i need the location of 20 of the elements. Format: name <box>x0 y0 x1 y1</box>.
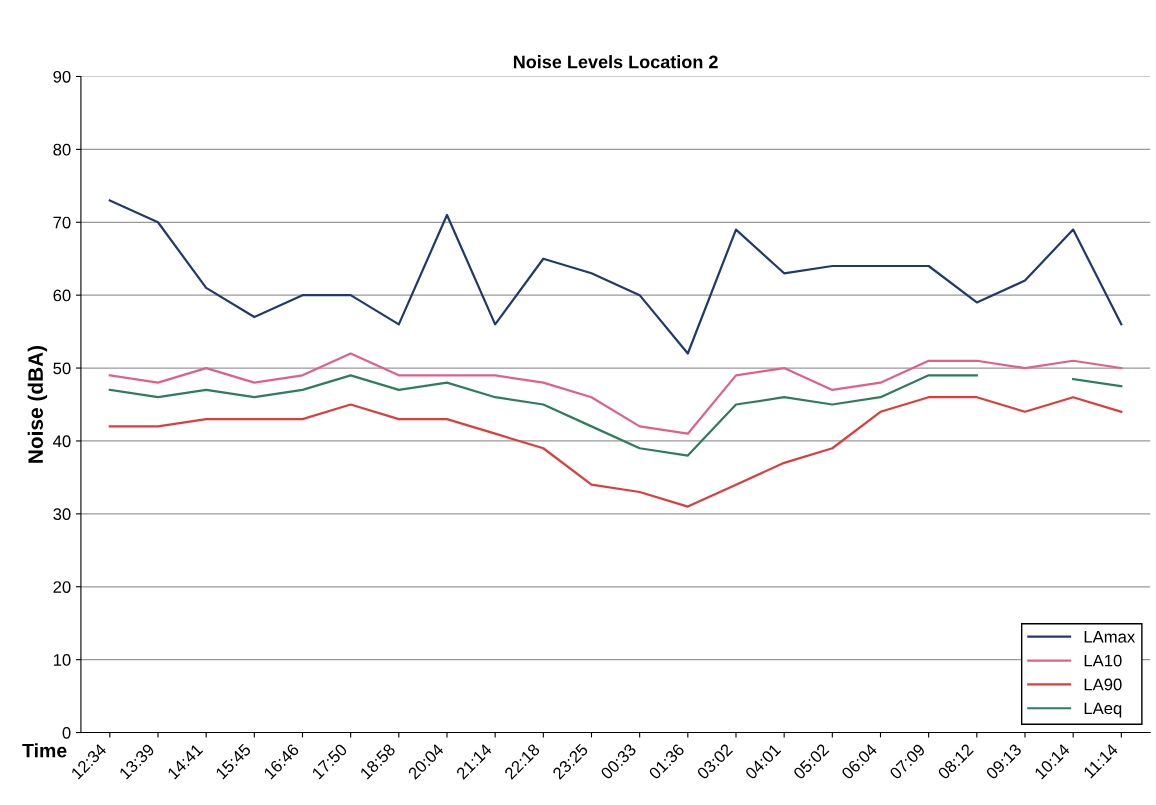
y-tick-label: 70 <box>53 216 71 229</box>
y-tick-label: 0 <box>62 726 71 739</box>
y-tick-label: 90 <box>53 70 71 83</box>
y-tick-label: 30 <box>53 508 71 521</box>
y-tick-label: 20 <box>53 581 71 593</box>
y-axis-title: Noise (dBA) <box>27 345 48 463</box>
legend-label: LA10 <box>1084 654 1122 667</box>
y-tick-label: 60 <box>53 289 71 302</box>
x-axis-title: Time <box>22 743 67 758</box>
y-tick-label: 50 <box>53 362 71 375</box>
y-tick-label: 40 <box>53 435 71 448</box>
line-series <box>108 199 1123 355</box>
chart-title: Noise Levels Location 2 <box>513 55 718 69</box>
y-tick-label: 10 <box>53 654 71 666</box>
y-tick-label: 80 <box>53 143 71 156</box>
legend-label: LA90 <box>1084 678 1122 691</box>
line-series <box>108 352 1123 435</box>
legend-label: LAeq <box>1084 702 1122 718</box>
legend-label: LAmax <box>1084 631 1136 643</box>
line-series <box>108 396 1123 508</box>
